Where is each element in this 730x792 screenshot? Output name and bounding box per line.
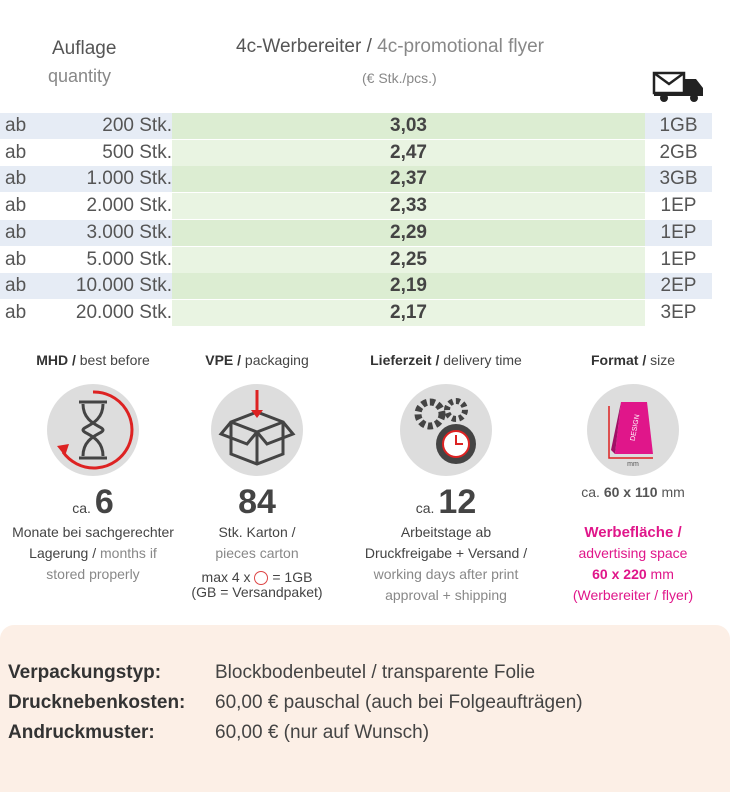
footer-value: 60,00 € (nur auf Wunsch): [215, 722, 430, 743]
shipping-unit: 3EP: [660, 301, 697, 323]
area-de: Werbefläche /: [584, 524, 682, 541]
footer: Verpackungstyp: Blockbodenbeutel / transp…: [0, 625, 730, 792]
table-row: ab 500 Stk. 2,47 2GB: [0, 139, 712, 166]
prefix: ab: [5, 141, 27, 163]
feature-size: Format / size DESIGN mm ca. 60 x 110 mm W…: [540, 352, 726, 606]
quantity: 1.000 Stk.: [86, 168, 172, 190]
quantity: 500 Stk.: [102, 141, 172, 163]
table-row: ab 5.000 Stk. 2,25 1EP: [0, 246, 712, 273]
quantity: 20.000 Stk.: [75, 301, 172, 323]
feature-storage: MHD / best before ca. 6 Monate bei sachge…: [0, 352, 186, 585]
prefix: ab: [5, 275, 27, 297]
price: 2,29: [172, 219, 645, 246]
icon-unit: mm: [627, 461, 639, 468]
price: 2,19: [172, 273, 645, 300]
desc-en: working days after print approval + ship…: [373, 566, 519, 603]
truck-icon: [652, 71, 703, 102]
table-row: ab 200 Stk. 3,03 1GB: [0, 113, 712, 139]
area-en: advertising space: [578, 545, 688, 561]
icon-text: DESIGN: [630, 414, 642, 442]
number: 12: [438, 483, 477, 521]
quantity-en: quantity: [48, 66, 112, 86]
shipping-unit: 1EP: [660, 195, 697, 217]
shipping-unit: 2EP: [660, 275, 697, 297]
price: 3,03: [172, 113, 645, 139]
quantity: 2.000 Stk.: [86, 195, 172, 217]
heading-de: Lieferzeit /: [370, 352, 440, 368]
title: 4c-Werbereiter / 4c-promotional flyer: [236, 36, 544, 58]
prefix: ab: [5, 221, 27, 243]
footer-label: Andruckmuster:: [8, 722, 155, 743]
box-mini-icon: [254, 571, 269, 586]
footer-value: Blockbodenbeutel / transparente Folie: [215, 662, 536, 683]
footer-label: Drucknebenkosten:: [8, 692, 186, 713]
shipping-unit: 1GB: [659, 115, 698, 136]
number: 6: [94, 483, 114, 521]
gears-icon: [400, 384, 492, 476]
size-unit: mm: [661, 484, 685, 500]
desc-de: Monate bei sachgerechter Lagerung /: [12, 524, 174, 561]
prefix: ab: [5, 301, 27, 323]
note-a: max 4 x: [201, 569, 251, 585]
desc-en: months if stored properly: [46, 545, 157, 582]
table-row: ab 10.000 Stk. 2,19 2EP: [0, 273, 712, 300]
quantity: 5.000 Stk.: [86, 248, 172, 270]
quantity: 200 Stk.: [102, 115, 172, 136]
prefix: ab: [5, 195, 27, 217]
heading-en: size: [650, 352, 676, 368]
flyer-icon: DESIGN mm: [587, 384, 679, 476]
prefix: ab: [5, 115, 27, 136]
price: 2,17: [172, 299, 645, 326]
hourglass-icon: [47, 384, 139, 476]
quantity: 3.000 Stk.: [86, 221, 172, 243]
desc-en: pieces carton: [215, 545, 299, 561]
heading-de: VPE /: [205, 352, 242, 368]
area-note: (Werbereiter / flyer): [572, 587, 694, 603]
footer-label: Verpackungstyp:: [8, 662, 162, 683]
price: 2,47: [172, 139, 645, 166]
table-row: ab 1.000 Stk. 2,37 3GB: [0, 166, 712, 193]
shipping-unit: 1EP: [660, 221, 697, 243]
desc-de: Arbeitstage ab Druckfreigabe + Versand /: [364, 524, 528, 561]
feature-packaging: VPE / packaging 84 Stk. Karton / pieces c…: [164, 352, 350, 600]
table-row: ab 3.000 Stk. 2,29 1EP: [0, 219, 712, 246]
number: 84: [238, 483, 276, 521]
prefix: ab: [5, 168, 27, 190]
price: 2,33: [172, 193, 645, 220]
heading-de: Format /: [590, 352, 647, 368]
quantity: 10.000 Stk.: [75, 275, 172, 297]
quantity-de: Auflage: [52, 38, 117, 59]
price: 2,37: [172, 166, 645, 193]
heading-en: delivery time: [443, 352, 522, 368]
prefix: ca.: [415, 500, 435, 516]
area-size: 60 x 220: [592, 566, 647, 582]
note-c: (GB = Versandpaket): [191, 584, 323, 601]
prefix: ca.: [72, 500, 91, 516]
feature-delivery: Lieferzeit / delivery time ca. 12 Arbeits…: [353, 352, 539, 606]
unit: (€ Stk./pcs.): [362, 70, 437, 86]
table-row: ab 20.000 Stk. 2,17 3EP: [0, 299, 712, 326]
shipping-unit: 1EP: [660, 248, 697, 270]
size-prefix: ca.: [581, 484, 600, 500]
table-row: ab 2.000 Stk. 2,33 1EP: [0, 193, 712, 220]
heading-en: packaging: [244, 352, 309, 368]
desc-de: Stk. Karton /: [218, 524, 296, 540]
price: 2,25: [172, 246, 645, 273]
prefix: ab: [5, 248, 27, 270]
title-de: 4c-Werbereiter /: [236, 36, 372, 57]
note-b: = 1GB: [272, 569, 313, 585]
footer-value: 60,00 € pauschal (auch bei Folgeaufträge…: [215, 692, 583, 713]
shipping-unit: 2GB: [659, 141, 698, 163]
title-en: 4c-promotional flyer: [377, 36, 544, 57]
size: 60 x 110: [603, 484, 658, 500]
heading-de: MHD /: [36, 352, 76, 368]
shipping-unit: 3GB: [659, 168, 698, 190]
heading-en: best before: [79, 352, 150, 368]
box-icon: [211, 384, 303, 476]
area-unit: mm: [650, 566, 674, 582]
